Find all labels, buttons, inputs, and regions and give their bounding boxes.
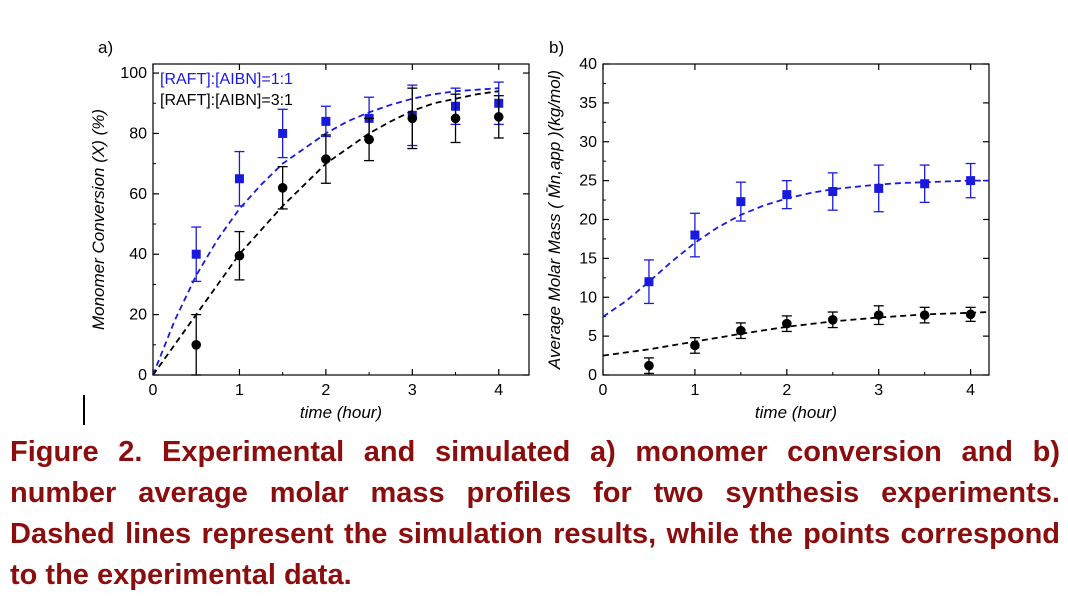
data-point xyxy=(736,325,746,336)
data-point xyxy=(736,197,746,207)
y-tick-label: 15 xyxy=(579,250,597,267)
x-axis-title: time (hour) xyxy=(755,403,837,422)
data-point xyxy=(191,249,201,259)
legend-entry: [RAFT]:[AIBN]=1:1 xyxy=(160,71,293,88)
data-point xyxy=(782,190,792,200)
y-tick-label: 40 xyxy=(579,56,597,73)
data-point xyxy=(278,128,288,138)
data-point xyxy=(919,310,930,320)
text-cursor-mark xyxy=(83,395,85,425)
plot-frame xyxy=(602,63,990,376)
legend-entry: [RAFT]:[AIBN]=3:1 xyxy=(160,92,293,109)
y-tick-label: 25 xyxy=(579,173,597,190)
x-tick-label: 0 xyxy=(599,382,608,399)
data-point xyxy=(828,187,838,197)
data-point xyxy=(920,179,930,189)
figure-caption: Figure 2. Experimental and simulated a) … xyxy=(10,436,1060,591)
y-axis-title: Average Molar Mass ( M̄n,app )(kg/mol) xyxy=(545,70,564,370)
y-tick-label: 80 xyxy=(129,125,147,142)
data-point xyxy=(493,112,504,122)
y-tick-label: 10 xyxy=(579,289,597,306)
data-point xyxy=(364,134,374,145)
x-tick-label: 2 xyxy=(321,382,330,399)
y-tick-label: 20 xyxy=(579,212,597,229)
x-tick-label: 1 xyxy=(690,382,699,399)
data-point xyxy=(277,182,288,193)
y-tick-label: 5 xyxy=(588,328,597,345)
data-point xyxy=(234,250,245,261)
data-point xyxy=(690,340,700,351)
data-point xyxy=(690,230,700,240)
data-point xyxy=(321,154,331,164)
data-point xyxy=(191,340,202,350)
x-tick-label: 3 xyxy=(874,382,883,399)
y-tick-label: 0 xyxy=(588,367,597,384)
data-point xyxy=(966,176,976,186)
panel-label: a) xyxy=(98,38,113,57)
data-point xyxy=(873,310,884,320)
data-point xyxy=(827,314,838,325)
data-point xyxy=(644,360,654,371)
data-point xyxy=(450,113,461,124)
x-tick-label: 1 xyxy=(235,382,244,399)
data-point xyxy=(874,183,884,193)
y-tick-label: 40 xyxy=(129,246,147,263)
y-tick-label: 0 xyxy=(138,367,147,384)
data-point xyxy=(407,113,418,124)
x-tick-label: 4 xyxy=(966,382,975,399)
y-tick-label: 30 xyxy=(579,134,597,151)
x-axis-title: time (hour) xyxy=(300,403,382,422)
simulation-line xyxy=(602,311,990,357)
x-tick-label: 3 xyxy=(408,382,417,399)
data-point xyxy=(234,174,244,184)
y-tick-label: 100 xyxy=(120,65,147,82)
data-point xyxy=(965,309,976,320)
y-tick-label: 35 xyxy=(579,95,597,112)
y-axis-title: Monomer Conversion (X) (%) xyxy=(89,109,108,330)
panel-label: b) xyxy=(549,38,564,57)
y-tick-label: 20 xyxy=(129,307,147,324)
x-tick-label: 0 xyxy=(149,382,158,399)
data-point xyxy=(782,318,792,329)
x-tick-label: 2 xyxy=(782,382,791,399)
y-tick-label: 60 xyxy=(129,186,147,203)
simulation-line xyxy=(602,179,989,318)
x-tick-label: 4 xyxy=(494,382,503,399)
data-point xyxy=(321,116,331,126)
data-point xyxy=(644,277,654,287)
plot-frame xyxy=(152,63,530,376)
